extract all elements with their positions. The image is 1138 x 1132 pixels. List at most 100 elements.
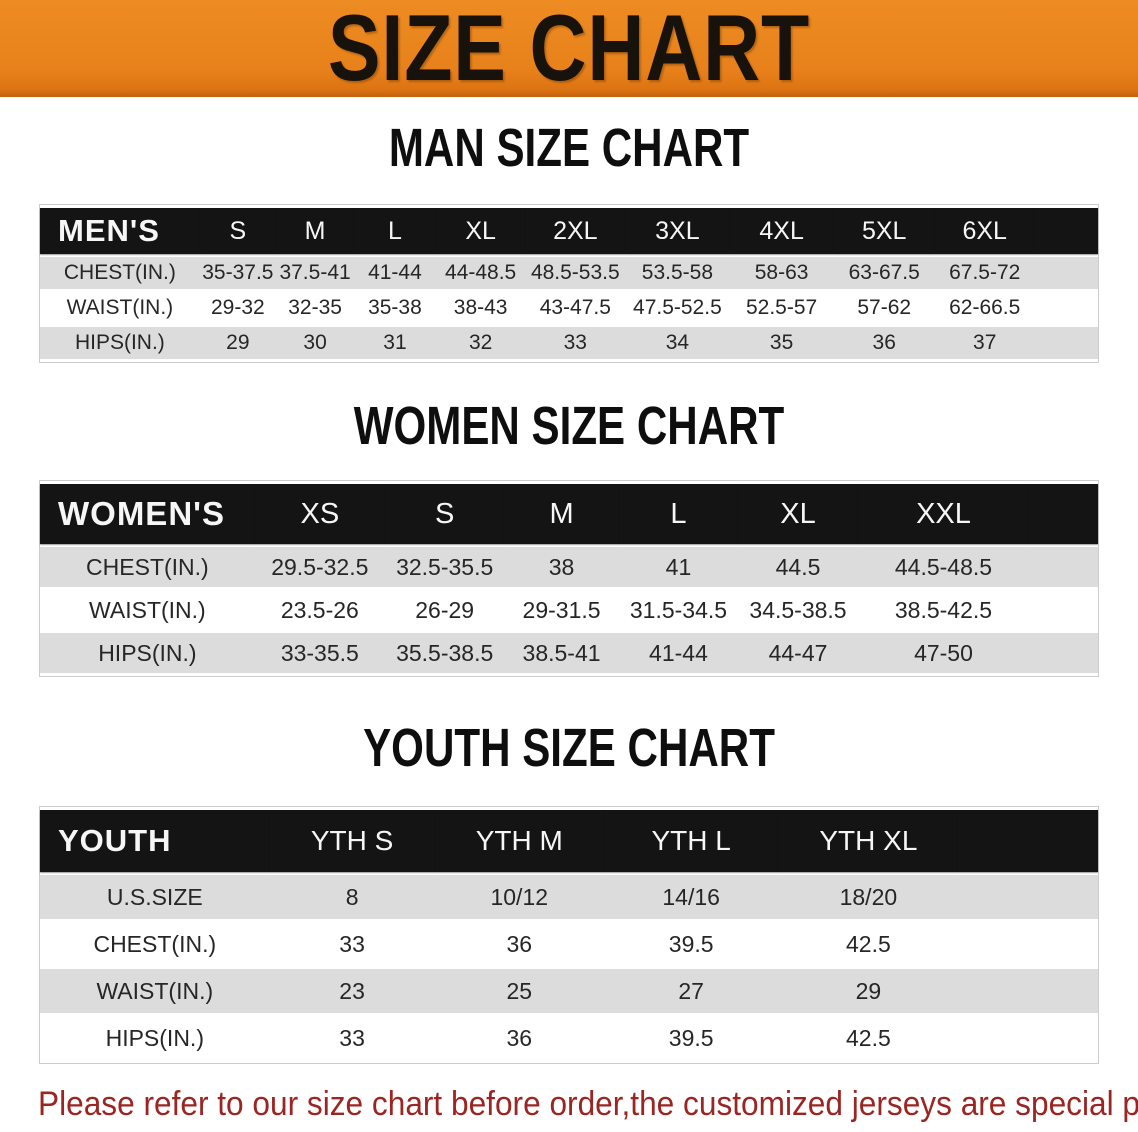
table-cell: 38-43 [435,292,526,324]
table-cell: 25 [434,969,604,1013]
size-header-cell: 3XL [625,208,730,254]
men-waist-row: WAIST(IN.) 29-32 32-35 35-38 38-43 43-47… [40,292,1098,324]
table-cell: 29-32 [199,292,276,324]
table-cell: 8 [269,875,435,919]
disclaimer: Please refer to our size chart before or… [38,1080,1138,1132]
table-cell: 36 [434,1016,604,1060]
table-cell: 39.5 [603,1016,779,1060]
table-cell: 31 [354,327,436,359]
men-size-table: MEN'S S M L XL 2XL 3XL 4XL 5XL 6XL CHEST… [39,204,1099,363]
table-cell: 29.5-32.5 [254,547,385,587]
filler-cell [1034,327,1098,359]
men-section: MAN SIZE CHART MEN'S S M L XL 2XL 3XL 4X… [0,121,1138,363]
size-header-cell: 5XL [833,208,935,254]
men-header-row: MEN'S S M L XL 2XL 3XL 4XL 5XL 6XL [40,208,1098,254]
table-cell: 33 [269,922,435,966]
men-heading-text: MAN SIZE CHART [388,118,750,178]
table-cell: 44-48.5 [435,257,526,289]
table-cell: 29 [778,969,959,1013]
table-cell: 27 [603,969,779,1013]
table-cell: 42.5 [778,1016,959,1060]
women-hips-row: HIPS(IN.) 33-35.5 35.5-38.5 38.5-41 41-4… [40,633,1098,673]
table-cell: 38 [504,547,619,587]
table-cell: 29 [199,327,276,359]
table-cell: 31.5-34.5 [618,590,739,630]
size-header-cell: YTH L [603,810,779,872]
table-cell: 62-66.5 [935,292,1035,324]
size-header-cell: XS [254,484,385,544]
table-cell: 44.5 [738,547,858,587]
table-cell: 26-29 [384,590,505,630]
table-cell: 33-35.5 [254,633,385,673]
filler-cell [1029,484,1098,544]
table-cell: 38.5-41 [504,633,619,673]
table-cell: 41-44 [618,633,739,673]
filler-cell [1029,590,1098,630]
row-label: WAIST(IN.) [40,969,270,1013]
youth-section: YOUTH SIZE CHART YOUTH YTH S YTH M YTH L… [0,721,1138,1064]
table-cell: 38.5-42.5 [857,590,1030,630]
filler-cell [958,875,1098,919]
size-header-cell: YTH S [269,810,435,872]
table-cell: 48.5-53.5 [525,257,626,289]
table-cell: 47-50 [857,633,1030,673]
table-cell: 67.5-72 [935,257,1035,289]
table-cell: 58-63 [729,257,834,289]
size-header-cell: 4XL [729,208,834,254]
size-header-cell: 2XL [525,208,626,254]
table-cell: 53.5-58 [625,257,730,289]
table-cell: 32 [435,327,526,359]
table-cell: 34 [625,327,730,359]
table-cell: 42.5 [778,922,959,966]
table-cell: 39.5 [603,922,779,966]
women-size-table: WOMEN'S XS S M L XL XXL CHEST(IN.) 29.5-… [39,480,1099,677]
row-label: HIPS(IN.) [40,1016,270,1060]
table-cell: 23.5-26 [254,590,385,630]
youth-heading: YOUTH SIZE CHART [0,721,1138,786]
size-header-cell: S [384,484,505,544]
women-table-name: WOMEN'S [40,484,255,544]
size-header-cell: YTH XL [778,810,959,872]
youth-table-name: YOUTH [40,810,270,872]
size-header-cell: XL [435,208,526,254]
women-heading: WOMEN SIZE CHART [0,399,1138,464]
table-cell: 23 [269,969,435,1013]
table-cell: 57-62 [833,292,935,324]
women-header-row: WOMEN'S XS S M L XL XXL [40,484,1098,544]
table-cell: 36 [434,922,604,966]
table-cell: 18/20 [778,875,959,919]
row-label: HIPS(IN.) [40,327,200,359]
youth-waist-row: WAIST(IN.) 23 25 27 29 [40,969,1098,1013]
men-heading: MAN SIZE CHART [0,121,1138,186]
table-cell: 32.5-35.5 [384,547,505,587]
table-cell: 44-47 [738,633,858,673]
table-cell: 36 [833,327,935,359]
size-header-cell: S [199,208,276,254]
size-header-cell: 6XL [935,208,1035,254]
size-header-cell: L [618,484,739,544]
filler-cell [1029,633,1098,673]
filler-cell [958,810,1098,872]
size-header-cell: M [275,208,355,254]
table-cell: 35-38 [354,292,436,324]
table-cell: 41 [618,547,739,587]
filler-cell [958,922,1098,966]
filler-cell [1034,208,1098,254]
women-section: WOMEN SIZE CHART WOMEN'S XS S M L XL XXL [0,399,1138,677]
table-cell: 35.5-38.5 [384,633,505,673]
size-header-cell: M [504,484,619,544]
page-title: SIZE CHART [327,0,811,97]
filler-cell [958,969,1098,1013]
youth-ussize-row: U.S.SIZE 8 10/12 14/16 18/20 [40,875,1098,919]
table-cell: 43-47.5 [525,292,626,324]
women-waist-row: WAIST(IN.) 23.5-26 26-29 29-31.5 31.5-34… [40,590,1098,630]
table-cell: 63-67.5 [833,257,935,289]
filler-cell [958,1016,1098,1060]
table-cell: 29-31.5 [504,590,619,630]
table-cell: 44.5-48.5 [857,547,1030,587]
youth-heading-text: YOUTH SIZE CHART [363,718,775,778]
table-cell: 52.5-57 [729,292,834,324]
table-cell: 41-44 [354,257,436,289]
table-cell: 35 [729,327,834,359]
